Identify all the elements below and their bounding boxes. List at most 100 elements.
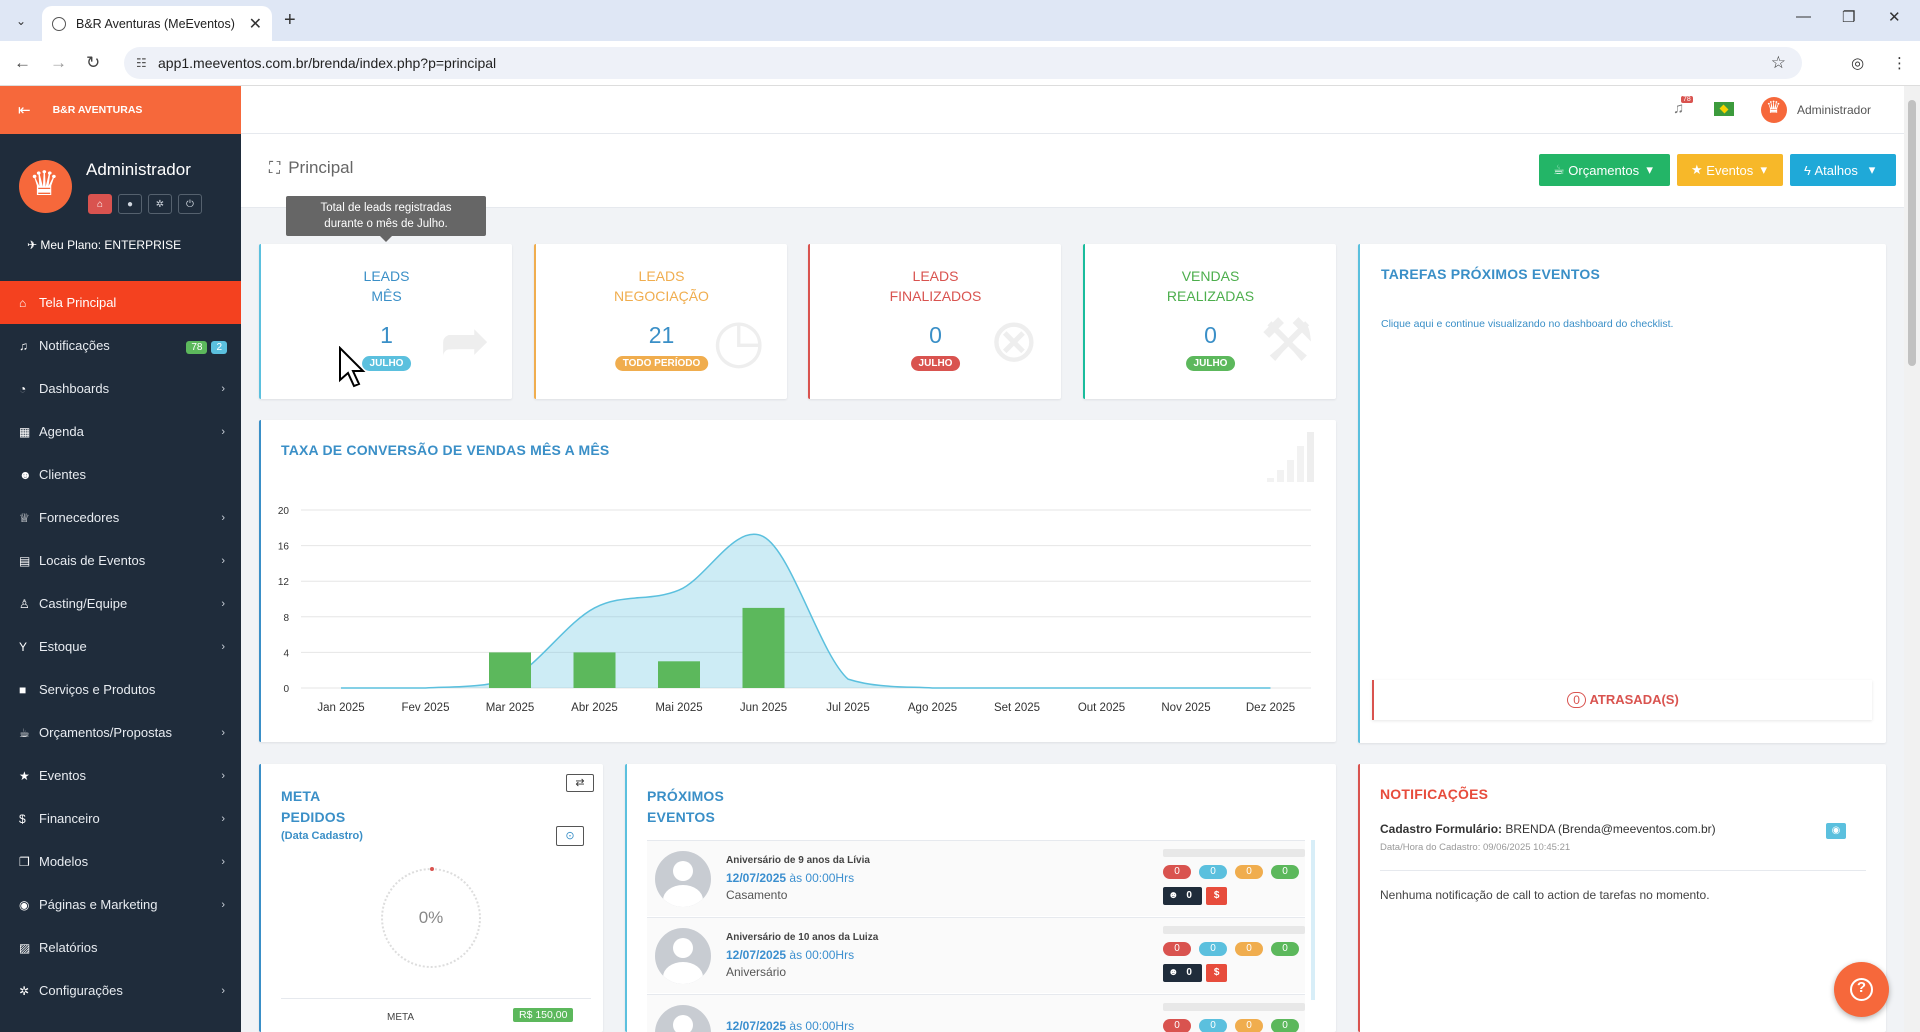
sidebar-item-locais[interactable]: ▤ Locais de Eventos › <box>0 539 241 582</box>
sidebar-item-label: Relatórios <box>39 940 98 955</box>
user-icon[interactable]: ● <box>118 194 142 214</box>
count-orange: 0 <box>1235 1019 1263 1032</box>
sidebar-item-orcamentos[interactable]: ☕ Orçamentos/Propostas › <box>0 711 241 754</box>
sidebar-item-paginas[interactable]: ◉ Páginas e Marketing › <box>0 883 241 926</box>
tab-title: B&R Aventuras (MeEventos) <box>76 16 235 31</box>
event-row[interactable]: Aniversário de 9 anos da Lívia 12/07/202… <box>647 840 1305 916</box>
target-icon[interactable]: ⊙ <box>556 826 584 846</box>
event-time: às 00:00Hrs <box>786 1019 855 1032</box>
sidebar-item-fornecedores[interactable]: ♕ Fornecedores › <box>0 496 241 539</box>
notification-bell-icon[interactable]: ♫ <box>1673 100 1685 117</box>
site-settings-icon[interactable]: ☷ <box>136 56 147 70</box>
users-icon: ☻ <box>19 467 32 482</box>
settings-icon[interactable]: ✲ <box>148 194 172 214</box>
chevron-right-icon: › <box>221 382 225 395</box>
window-close-icon[interactable]: ✕ <box>1888 9 1901 26</box>
event-row[interactable]: 12/07/2025 às 00:00Hrs 0 0 0 0 <box>647 994 1305 1032</box>
notificacoes-title: NOTIFICAÇÕES <box>1380 786 1489 802</box>
sidebar-item-estoque[interactable]: Y Estoque › <box>0 625 241 668</box>
stat-card-leads-finalizados[interactable]: ⊗ LEADS FINALIZADOS 0 JULHO <box>808 244 1061 399</box>
gavel-icon: ⚒ <box>1260 307 1314 374</box>
toggle-sidebar-icon[interactable]: ⇤ <box>18 102 31 119</box>
user-avatar-icon[interactable]: ♛ <box>1761 97 1787 123</box>
sidebar-item-notificacoes[interactable]: ♫ Notificações 78 2 <box>0 324 241 367</box>
bookmark-star-icon[interactable]: ☆ <box>1770 53 1786 72</box>
url-field[interactable]: ☷ app1.meeventos.com.br/brenda/index.php… <box>124 47 1802 79</box>
new-tab-icon[interactable]: + <box>284 9 296 31</box>
sidebar-item-configuracoes[interactable]: ✲ Configurações › <box>0 969 241 1012</box>
profile-buttons: ⌂ ● ✲ ⏻ <box>88 194 202 214</box>
orcamentos-button[interactable]: ☕ Orçamentos ▾ <box>1539 154 1670 186</box>
power-icon[interactable]: ⏻ <box>178 194 202 214</box>
home-icon[interactable]: ⌂ <box>88 194 112 214</box>
sidebar-item-label: Estoque <box>39 639 87 654</box>
browser-tab[interactable]: B&R Aventuras (MeEventos) ✕ <box>42 6 272 41</box>
eventos-button[interactable]: ★ Eventos ▾ <box>1677 154 1783 186</box>
globe-icon: ◉ <box>19 897 30 912</box>
url-text: app1.meeventos.com.br/brenda/index.php?p… <box>158 55 497 71</box>
late-tasks-box[interactable]: 0 ATRASADA(S) <box>1372 680 1872 720</box>
sidebar-item-clientes[interactable]: ☻ Clientes <box>0 453 241 496</box>
sidebar-item-relatorios[interactable]: ▨ Relatórios <box>0 926 241 969</box>
star-icon: ★ <box>19 768 30 783</box>
sidebar-item-dashboards[interactable]: ◔ Dashboards › <box>0 367 241 410</box>
atalhos-button[interactable]: ϟ Atalhos ▾ <box>1790 154 1896 186</box>
address-bar-row: ← → ↻ ☷ app1.meeventos.com.br/brenda/ind… <box>0 41 1920 86</box>
profile-icon[interactable]: ◎ <box>1851 55 1865 72</box>
clock-icon: ◷ <box>712 307 765 374</box>
minimize-icon[interactable]: — <box>1796 8 1811 25</box>
sidebar-item-agenda[interactable]: ▦ Agenda › <box>0 410 241 453</box>
forward-icon[interactable]: → <box>50 53 67 72</box>
reload-icon[interactable]: ↻ <box>86 53 101 72</box>
report-icon: ▨ <box>19 940 31 955</box>
plan-label[interactable]: ✈ Meu Plano: ENTERPRISE <box>27 238 182 252</box>
restore-icon[interactable]: ❐ <box>1842 9 1856 26</box>
bar-abr-2025 <box>573 652 616 688</box>
count-green: 0 <box>1271 942 1299 956</box>
event-row[interactable]: Aniversário de 10 anos da Luiza 12/07/20… <box>647 917 1305 993</box>
topbar-user-name[interactable]: Administrador <box>1797 103 1872 117</box>
sidebar-item-eventos[interactable]: ★ Eventos › <box>0 754 241 797</box>
page-header: ⛶ Principal ☕ Orçamentos ▾ ★ Eventos ▾ ϟ … <box>241 134 1904 208</box>
sidebar-item-casting[interactable]: ♙ Casting/Equipe › <box>0 582 241 625</box>
events-scrollbar[interactable] <box>1311 840 1315 1000</box>
browser-menu-icon[interactable]: ⋮ <box>1892 55 1907 72</box>
event-status-pills: 0 0 0 0 <box>1163 1019 1299 1032</box>
financial-button[interactable]: $ <box>1205 964 1228 982</box>
calendar-icon: ▦ <box>19 424 31 439</box>
stat-card-leads-negociacao[interactable]: ◷ LEADS NEGOCIAÇÃO 21 TODO PERÍODO <box>534 244 787 399</box>
page-scrollbar[interactable] <box>1904 86 1920 1032</box>
tab-search-icon[interactable]: ⌄ <box>15 14 27 28</box>
stat-card-vendas-realizadas[interactable]: ⚒ VENDAS REALIZADAS 0 JULHO <box>1083 244 1336 399</box>
checklist-link[interactable]: Clique aqui e continue visualizando no d… <box>1381 318 1674 330</box>
badge-green: 78 <box>186 340 208 354</box>
late-label: ATRASADA(S) <box>1589 692 1679 707</box>
view-eye-icon[interactable]: ◉ <box>1826 823 1846 839</box>
chevron-right-icon: › <box>221 855 225 868</box>
brazil-flag-icon[interactable] <box>1714 102 1734 116</box>
meta-subtitle: (Data Cadastro) <box>281 830 363 842</box>
leads-tooltip: Total de leads registradas durante o mês … <box>286 196 486 242</box>
staff-button[interactable]: ☻ 0 <box>1163 887 1202 905</box>
stat-value: 0 <box>1204 322 1217 348</box>
sidebar-item-financeiro[interactable]: $ Financeiro › <box>0 797 241 840</box>
tab-close-icon[interactable]: ✕ <box>248 15 262 33</box>
sidebar-item-modelos[interactable]: ❐ Modelos › <box>0 840 241 883</box>
scrollbar-thumb[interactable] <box>1908 100 1916 366</box>
chevron-right-icon: › <box>221 511 225 524</box>
stat-card-leads-mes[interactable]: ➦ LEADS MÊS 1 JULHO <box>259 244 512 399</box>
sidebar-item-servicos[interactable]: ■ Serviços e Produtos <box>0 668 241 711</box>
dollar-icon: $ <box>19 811 26 826</box>
sidebar-item-tela-principal[interactable]: ⌂ Tela Principal <box>0 281 241 324</box>
swap-icon[interactable]: ⇄ <box>566 774 594 792</box>
meta-label: META <box>387 1012 415 1023</box>
no-notifications-text: Nenhuma notificação de call to action de… <box>1380 888 1710 902</box>
financial-button[interactable]: $ <box>1205 887 1228 905</box>
sidebar-item-label: Modelos <box>39 854 89 869</box>
mouse-cursor-icon <box>339 346 366 388</box>
staff-button[interactable]: ☻ 0 <box>1163 964 1202 982</box>
count-blue: 0 <box>1199 1019 1227 1032</box>
back-icon[interactable]: ← <box>14 53 31 72</box>
chevron-right-icon: › <box>221 812 225 825</box>
help-button[interactable]: ? <box>1834 962 1889 1017</box>
